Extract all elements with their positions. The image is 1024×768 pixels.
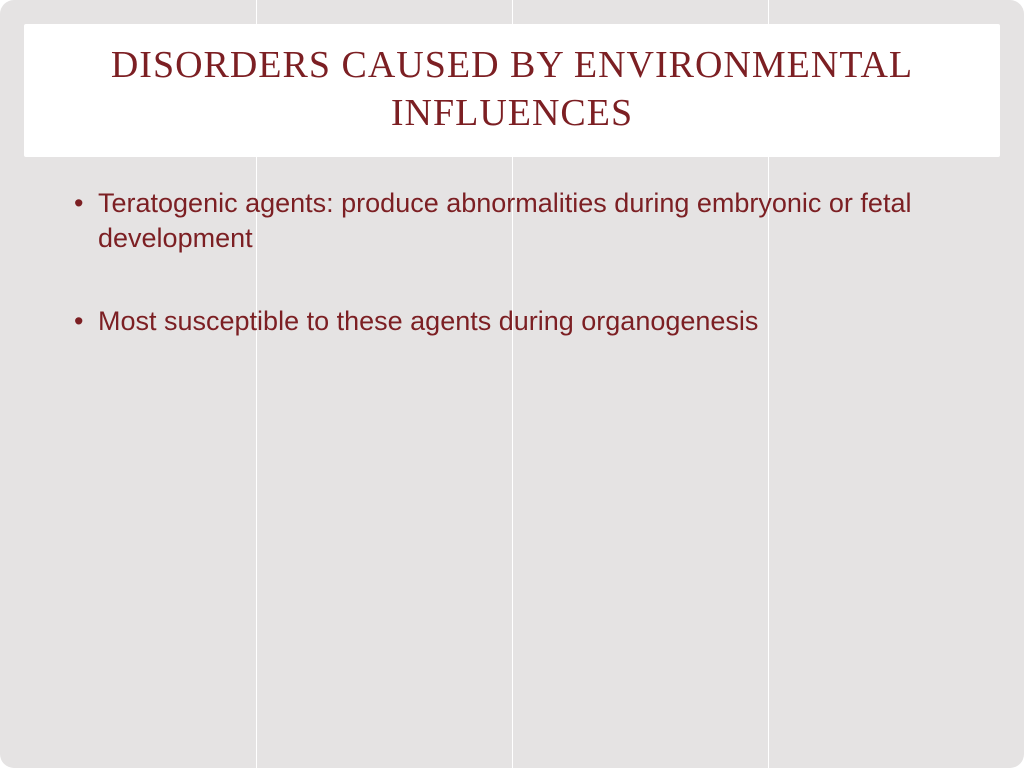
bullet-item: Teratogenic agents: produce abnormalitie… (70, 186, 964, 256)
slide: DISORDERS CAUSED BY ENVIRONMENTAL INFLUE… (0, 0, 1024, 768)
bullet-item: Most susceptible to these agents during … (70, 304, 964, 339)
bullet-text: Teratogenic agents: produce abnormalitie… (98, 188, 911, 253)
title-box: DISORDERS CAUSED BY ENVIRONMENTAL INFLUE… (24, 24, 1000, 157)
slide-content: Teratogenic agents: produce abnormalitie… (70, 186, 964, 387)
slide-title: DISORDERS CAUSED BY ENVIRONMENTAL INFLUE… (44, 42, 980, 137)
bullet-text: Most susceptible to these agents during … (98, 306, 758, 336)
